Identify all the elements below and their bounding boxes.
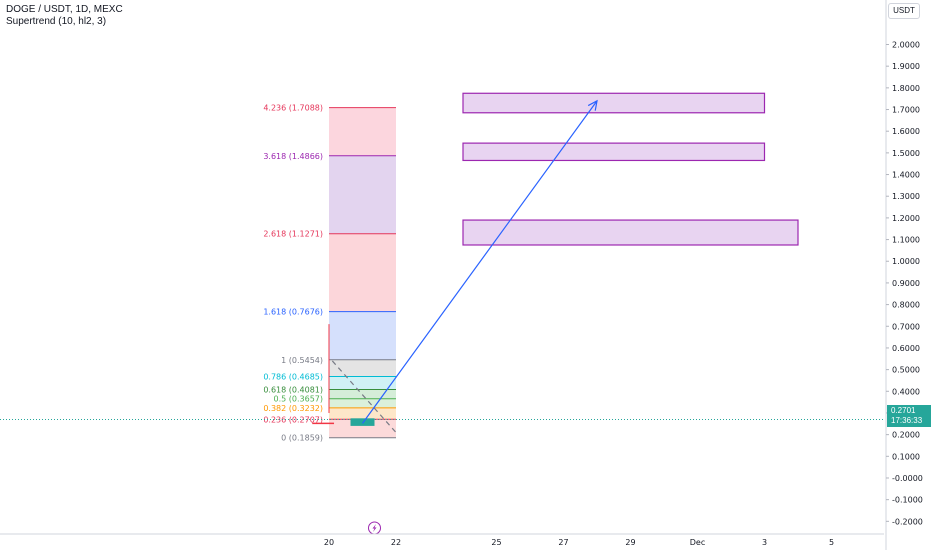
price-series [0,99,884,535]
price-tick-label: 0.7000 [892,322,920,331]
last-price-tag: 0.2701 17:36:33 [887,405,931,427]
price-axis-bg [884,0,932,550]
fib-zone [329,398,396,408]
fib-level-label: 0 (0.1859) [281,434,323,443]
last-price-value: 0.2701 [891,406,916,415]
price-tick-label: 1.8000 [892,84,920,93]
fib-level-label: 0.618 (0.4081) [263,386,323,395]
price-tick-label: 0.2000 [892,431,920,440]
price-tick-label: -0.1000 [892,496,923,505]
time-axis-bg [0,534,884,550]
trend-dashed-line [331,360,397,433]
price-tick-label: 1.4000 [892,171,920,180]
fib-level-label: 3.618 (1.4866) [263,152,323,161]
indicator-legend[interactable]: Supertrend (10, hl2, 3) [6,16,107,27]
price-tick-label: 1.9000 [892,62,920,71]
price-tick-label: 1.7000 [892,106,920,115]
time-tick-label: 5 [829,538,834,547]
price-tick-label: 0.6000 [892,344,920,353]
fib-level-label: 1.618 (0.7676) [263,308,323,317]
price-tick-label: 0.5000 [892,366,920,375]
time-tick-label: 22 [391,538,401,547]
fib-level-label: 0.236 (0.2707) [263,415,323,424]
price-axis[interactable]: 2.0000 1.9000 1.8000 1.7000 1.6000 1.5000 1.40… [884,0,932,550]
fib-zone [329,376,396,390]
price-tick-label: 1.3000 [892,192,920,201]
target-zone-box[interactable] [462,92,766,114]
fib-zone [329,419,396,438]
fib-level-label: 1 (0.5454) [281,356,323,365]
currency-unit-button[interactable]: USDT [888,3,920,19]
price-tick-label: 1.0000 [892,257,920,266]
fib-extension-tool[interactable]: 4.236 (1.7088) 3.618 (1.4866) 2.618 (1.127… [263,104,396,443]
time-axis[interactable]: 20 22 25 27 29 Dec 3 5 [0,533,884,550]
price-tick-label: 1.6000 [892,127,920,136]
price-tick-label: -0.0000 [892,474,923,483]
time-tick-label: 3 [762,538,767,547]
time-tick-label: 27 [558,538,568,547]
price-candle [350,418,375,426]
fib-zone [329,407,396,420]
price-tick-label: 0.9000 [892,279,920,288]
fib-level-label: 0.786 (0.4685) [263,372,323,381]
fib-level-label: 2.618 (1.1271) [263,230,323,239]
fib-level-label: 4.236 (1.7088) [263,104,323,113]
price-tick-label: 0.4000 [892,387,920,396]
fib-zone [329,233,396,312]
price-tick-label: 2.0000 [892,41,920,50]
symbol-title: DOGE / USDT, 1D, MEXC [6,4,123,15]
time-tick-label: Dec [690,538,705,547]
target-zone-box[interactable] [462,219,799,246]
target-boxes[interactable] [462,92,799,246]
projection-arrow [362,100,598,424]
price-tick-label: 1.2000 [892,214,920,223]
bar-countdown: 17:36:33 [891,416,923,425]
fib-zone [329,107,396,156]
fib-level-label: 0.382 (0.3232) [263,404,323,413]
price-tick-label: 0.8000 [892,301,920,310]
fib-zone [329,311,396,360]
time-tick-label: 29 [625,538,635,547]
price-tick-label: 1.1000 [892,236,920,245]
price-tick-label: 0.1000 [892,452,920,461]
fib-level-label: 0.5 (0.3657) [274,395,324,404]
price-tick-label: 1.5000 [892,149,920,158]
arrow-head [587,99,598,111]
fib-zone [329,359,396,377]
fib-zone [329,389,396,399]
time-tick-label: 25 [491,538,501,547]
target-zone-box[interactable] [462,142,766,162]
price-tick-label: -0.2000 [892,517,923,526]
lightning-glyph [372,524,377,532]
time-tick-label: 20 [324,538,334,547]
fib-zone [329,155,396,234]
